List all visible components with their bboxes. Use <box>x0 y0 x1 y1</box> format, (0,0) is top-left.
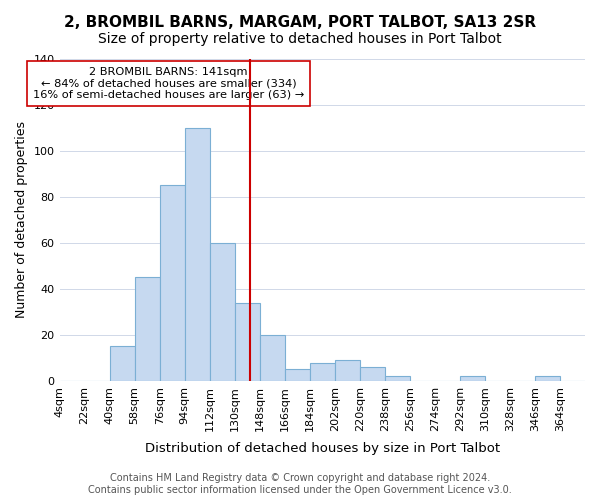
Bar <box>310 362 335 381</box>
Bar <box>209 243 235 381</box>
Bar <box>110 346 134 381</box>
Bar <box>335 360 360 381</box>
Text: 2, BROMBIL BARNS, MARGAM, PORT TALBOT, SA13 2SR: 2, BROMBIL BARNS, MARGAM, PORT TALBOT, S… <box>64 15 536 30</box>
Y-axis label: Number of detached properties: Number of detached properties <box>15 122 28 318</box>
Bar <box>134 278 160 381</box>
Text: Contains HM Land Registry data © Crown copyright and database right 2024.
Contai: Contains HM Land Registry data © Crown c… <box>88 474 512 495</box>
X-axis label: Distribution of detached houses by size in Port Talbot: Distribution of detached houses by size … <box>145 442 500 455</box>
Bar <box>360 367 385 381</box>
Bar <box>385 376 410 381</box>
Bar <box>160 186 185 381</box>
Bar <box>285 370 310 381</box>
Bar <box>460 376 485 381</box>
Text: Size of property relative to detached houses in Port Talbot: Size of property relative to detached ho… <box>98 32 502 46</box>
Text: 2 BROMBIL BARNS: 141sqm
← 84% of detached houses are smaller (334)
16% of semi-d: 2 BROMBIL BARNS: 141sqm ← 84% of detache… <box>33 67 304 100</box>
Bar <box>535 376 560 381</box>
Bar <box>235 302 260 381</box>
Bar <box>185 128 209 381</box>
Bar <box>260 335 285 381</box>
